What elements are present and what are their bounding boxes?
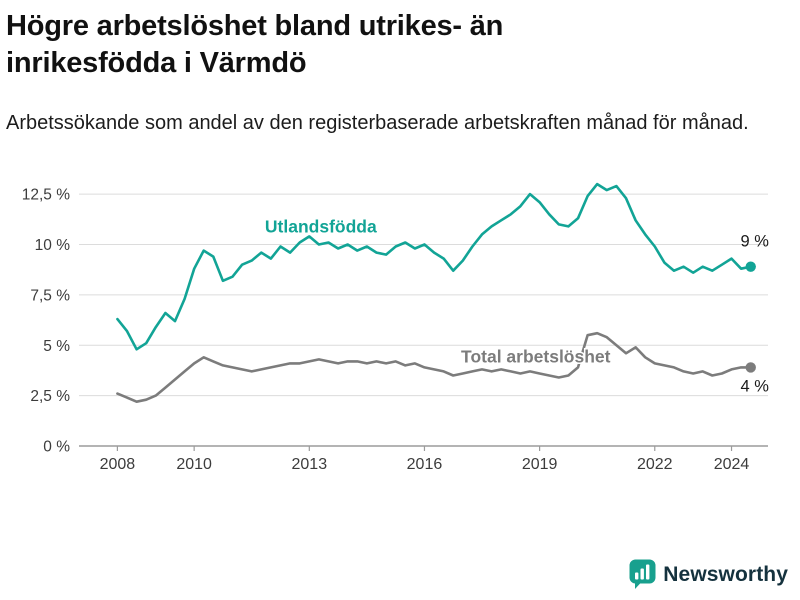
- unemployment-line-chart: 0 % 2,5 % 5 % 7,5 % 10 % 12,5 % 2008 2010 2013 20…: [22, 183, 770, 473]
- chart-page: Högre arbetslöshet bland utrikes- än inr…: [6, 10, 790, 476]
- newsworthy-bars-icon: [629, 559, 656, 589]
- svg-text:2024: 2024: [714, 456, 750, 473]
- newsworthy-wordmark: Newsworthy: [663, 562, 788, 586]
- svg-text:4 %: 4 %: [741, 378, 770, 396]
- newsworthy-logo[interactable]: Newsworthy: [629, 559, 788, 590]
- svg-text:2008: 2008: [100, 456, 136, 473]
- svg-text:2,5 %: 2,5 %: [30, 388, 70, 405]
- chart-area: 0 % 2,5 % 5 % 7,5 % 10 % 12,5 % 2008 2010 2013 20…: [6, 166, 790, 476]
- page-subtitle: Arbetssökande som andel av den registerb…: [6, 112, 749, 135]
- svg-text:2022: 2022: [637, 456, 673, 473]
- svg-text:0 %: 0 %: [43, 439, 70, 456]
- svg-text:2019: 2019: [522, 456, 558, 473]
- svg-text:2010: 2010: [176, 456, 212, 473]
- svg-text:12,5 %: 12,5 %: [22, 187, 70, 204]
- page-title: Högre arbetslöshet bland utrikes- än inr…: [6, 10, 504, 80]
- svg-text:Utlandsfödda: Utlandsfödda: [265, 217, 377, 237]
- svg-text:2016: 2016: [407, 456, 443, 473]
- svg-text:10 %: 10 %: [35, 237, 71, 254]
- svg-text:Total arbetslöshet: Total arbetslöshet: [461, 347, 611, 367]
- svg-text:2013: 2013: [292, 456, 328, 473]
- svg-text:5 %: 5 %: [43, 338, 70, 355]
- svg-text:9 %: 9 %: [741, 233, 770, 251]
- svg-text:7,5 %: 7,5 %: [30, 288, 70, 305]
